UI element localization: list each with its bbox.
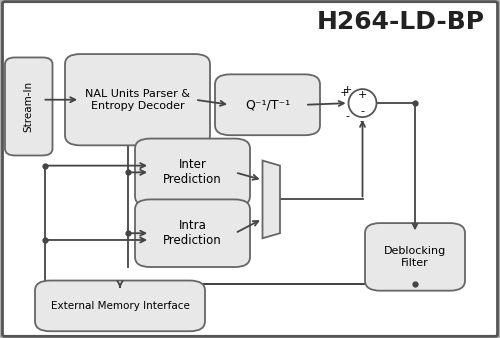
FancyBboxPatch shape — [365, 223, 465, 291]
FancyBboxPatch shape — [135, 199, 250, 267]
Polygon shape — [262, 161, 280, 238]
Text: +: + — [358, 90, 367, 100]
Text: +: + — [340, 88, 349, 98]
Ellipse shape — [348, 89, 376, 117]
FancyBboxPatch shape — [5, 57, 52, 155]
Text: NAL Units Parser &
Entropy Decoder: NAL Units Parser & Entropy Decoder — [85, 89, 190, 111]
Text: +: + — [342, 86, 352, 96]
FancyBboxPatch shape — [65, 54, 210, 145]
Text: Stream-In: Stream-In — [24, 81, 34, 132]
Text: -: - — [345, 111, 349, 121]
Text: Intra
Prediction: Intra Prediction — [163, 219, 222, 247]
Text: Inter
Prediction: Inter Prediction — [163, 159, 222, 186]
Text: External Memory Interface: External Memory Interface — [50, 301, 190, 311]
Text: -: - — [359, 116, 363, 126]
Text: Deblocking
Filter: Deblocking Filter — [384, 246, 446, 268]
Text: H264-LD-BP: H264-LD-BP — [317, 10, 485, 34]
Text: -: - — [360, 106, 364, 116]
FancyBboxPatch shape — [35, 281, 205, 331]
FancyBboxPatch shape — [135, 139, 250, 206]
FancyBboxPatch shape — [215, 74, 320, 135]
Text: Q⁻¹/T⁻¹: Q⁻¹/T⁻¹ — [245, 98, 290, 111]
